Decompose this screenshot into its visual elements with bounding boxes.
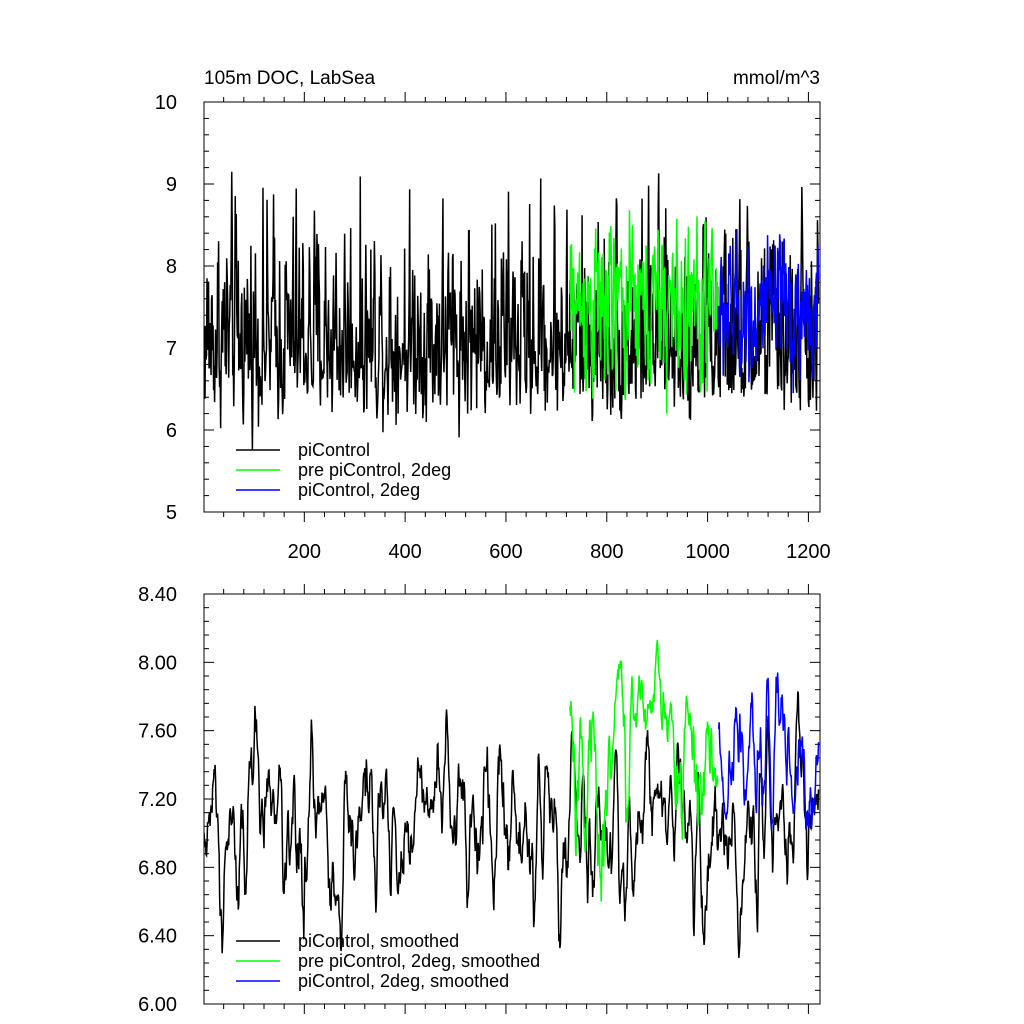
- legend-label: pre piControl, 2deg: [298, 460, 451, 480]
- series-line-3: [717, 672, 820, 830]
- plot-frame: [203, 101, 821, 513]
- legend-label: piControl, smoothed: [298, 931, 459, 951]
- series-line-2: [569, 640, 719, 902]
- series-line-3: [717, 229, 820, 394]
- y-tick-label: 6.00: [138, 994, 177, 1016]
- x-tick-label: 1200: [786, 541, 831, 563]
- legend-label: piControl, 2deg, smoothed: [298, 971, 509, 991]
- x-tick-label: 200: [288, 541, 321, 563]
- y-tick-label: 6.40: [138, 926, 177, 948]
- y-tick-label: 6: [166, 420, 177, 442]
- y-tick-label: 9: [166, 174, 177, 196]
- chart-title: 105m DOC, LabSea: [204, 68, 376, 89]
- units-label: mmol/m^3: [733, 68, 820, 89]
- legend-label: piControl: [298, 440, 370, 460]
- x-tick-label: 1000: [685, 541, 730, 563]
- series-line-1: [204, 171, 820, 451]
- y-tick-label: 7.60: [138, 721, 177, 743]
- x-tick-label: 400: [388, 541, 421, 563]
- series-line-2: [569, 210, 719, 414]
- bottom-panel: 6.00 6.40 6.80 7.20 7.60 8.00 8.40 piControl, s…: [138, 584, 821, 1016]
- legend-label: piControl, 2deg: [298, 480, 420, 500]
- y-tick-label: 7: [166, 338, 177, 360]
- x-tick-label: 800: [590, 541, 623, 563]
- series-line-1: [204, 691, 820, 958]
- top-panel: 105m DOC, LabSea mmol/m^3 5 6 7 8 9 10 200 400 600…: [155, 68, 831, 563]
- y-tick-label: 8: [166, 256, 177, 278]
- y-tick-label: 10: [155, 92, 177, 114]
- x-tick-label: 600: [489, 541, 522, 563]
- legend-label: pre piControl, 2deg, smoothed: [298, 951, 540, 971]
- y-tick-label: 8.40: [138, 584, 177, 606]
- y-tick-label: 7.20: [138, 789, 177, 811]
- y-tick-label: 5: [166, 502, 177, 524]
- y-tick-label: 8.00: [138, 652, 177, 674]
- y-tick-label: 6.80: [138, 857, 177, 879]
